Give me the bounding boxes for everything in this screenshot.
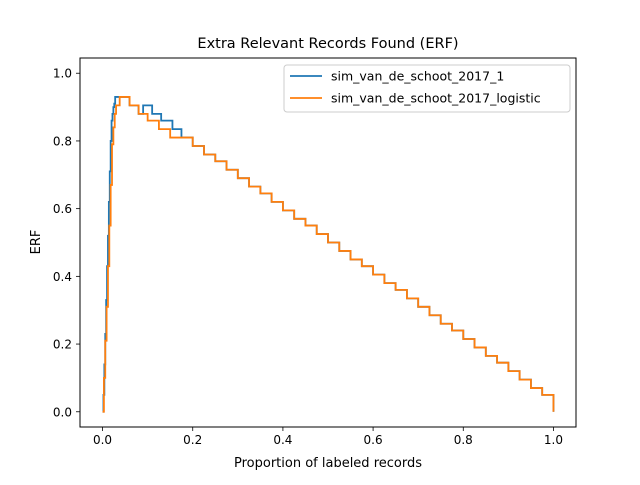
plot-frame [79, 57, 577, 428]
y-tick-label: 0.8 [53, 134, 72, 148]
x-tick-label: 0.4 [273, 433, 292, 447]
y-tick-label: 0.6 [53, 202, 72, 216]
legend: sim_van_de_schoot_2017_1 sim_van_de_scho… [283, 64, 571, 113]
y-axis-ticks: 0.0 0.2 0.4 0.6 0.8 1.0 [53, 67, 80, 419]
legend-box [283, 64, 571, 113]
x-tick-label: 0.8 [454, 433, 473, 447]
x-tick-label: 0.0 [93, 433, 112, 447]
y-tick-label: 0.0 [53, 405, 72, 419]
y-tick-label: 1.0 [53, 67, 72, 81]
legend-label-series-2: sim_van_de_schoot_2017_logistic [331, 91, 541, 106]
legend-label-series-1: sim_van_de_schoot_2017_1 [331, 69, 504, 84]
x-axis-ticks: 0.0 0.2 0.4 0.6 0.8 1.0 [93, 427, 563, 447]
x-axis-label: Proportion of labeled records [234, 456, 422, 471]
y-tick-label: 0.2 [53, 338, 72, 352]
x-tick-label: 0.2 [183, 433, 202, 447]
x-tick-label: 1.0 [544, 433, 563, 447]
x-tick-label: 0.6 [364, 433, 383, 447]
y-tick-label: 0.4 [53, 270, 72, 284]
plot-lines [102, 96, 555, 413]
series-line-2 [102, 96, 555, 413]
y-axis-label: ERF [29, 230, 44, 255]
chart-title: Extra Relevant Records Found (ERF) [197, 36, 458, 52]
